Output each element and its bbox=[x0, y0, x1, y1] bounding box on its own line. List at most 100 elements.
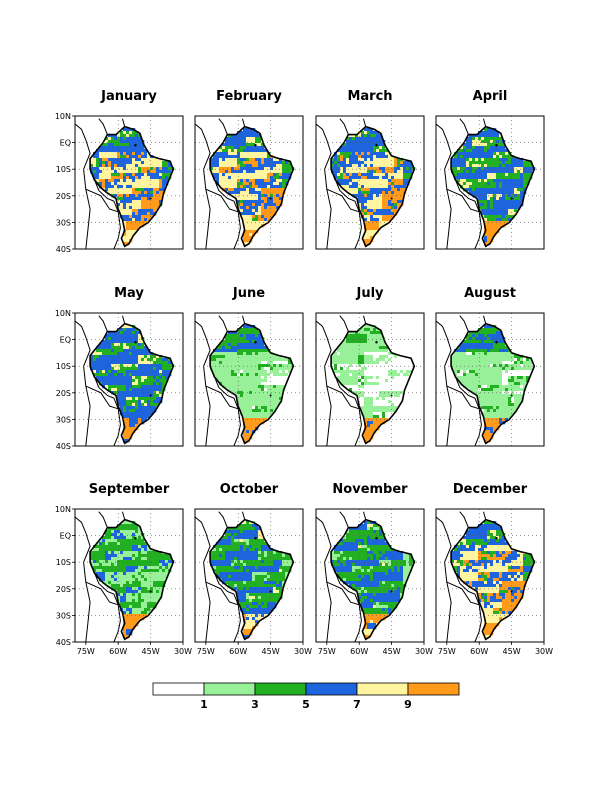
data-cell bbox=[394, 173, 398, 177]
data-cell bbox=[385, 355, 389, 359]
data-cell bbox=[111, 137, 115, 141]
data-cell bbox=[120, 373, 124, 377]
data-cell bbox=[120, 337, 124, 341]
data-cell bbox=[517, 158, 521, 162]
data-cell bbox=[379, 209, 383, 213]
data-cell bbox=[460, 358, 464, 362]
data-cell bbox=[484, 206, 488, 210]
data-cell bbox=[355, 370, 359, 374]
data-cell bbox=[373, 343, 377, 347]
data-cell bbox=[364, 218, 368, 222]
data-cell bbox=[138, 206, 142, 210]
data-cell bbox=[484, 355, 488, 359]
data-cell bbox=[376, 385, 380, 389]
data-cell bbox=[364, 194, 368, 198]
data-cell bbox=[370, 424, 374, 428]
data-cell bbox=[364, 382, 368, 386]
data-cell bbox=[135, 176, 139, 180]
data-cell bbox=[379, 191, 383, 195]
data-cell bbox=[120, 331, 124, 335]
data-cell bbox=[496, 382, 500, 386]
data-cell bbox=[231, 373, 235, 377]
data-cell bbox=[135, 215, 139, 219]
data-cell bbox=[126, 209, 130, 213]
data-cell bbox=[382, 394, 386, 398]
data-cell bbox=[409, 358, 413, 362]
data-cell bbox=[373, 197, 377, 201]
data-cell bbox=[264, 194, 268, 198]
data-cell bbox=[126, 167, 130, 171]
data-cell bbox=[144, 179, 148, 183]
data-cell bbox=[349, 170, 353, 174]
data-cell bbox=[249, 137, 253, 141]
data-cell bbox=[243, 203, 247, 207]
data-cell bbox=[147, 548, 151, 552]
data-cell bbox=[255, 376, 259, 380]
data-cell bbox=[138, 355, 142, 359]
data-cell bbox=[361, 158, 365, 162]
data-cell bbox=[373, 358, 377, 362]
data-cell bbox=[258, 421, 262, 425]
data-cell bbox=[264, 388, 268, 392]
data-cell bbox=[373, 221, 377, 225]
data-cell bbox=[355, 176, 359, 180]
data-cell bbox=[111, 370, 115, 374]
data-cell bbox=[267, 361, 271, 365]
data-cell bbox=[132, 170, 136, 174]
data-cell bbox=[490, 179, 494, 183]
data-cell bbox=[370, 191, 374, 195]
data-cell bbox=[496, 340, 500, 344]
data-cell bbox=[490, 424, 494, 428]
data-cell bbox=[240, 182, 244, 186]
data-cell bbox=[138, 158, 142, 162]
data-cell bbox=[379, 379, 383, 383]
data-cell bbox=[481, 370, 485, 374]
data-cell bbox=[502, 412, 506, 416]
data-cell bbox=[382, 215, 386, 219]
data-cell bbox=[138, 343, 142, 347]
data-cell bbox=[141, 164, 145, 168]
data-cell bbox=[234, 382, 238, 386]
data-cell bbox=[141, 367, 145, 371]
data-cell bbox=[400, 379, 404, 383]
data-cell bbox=[352, 388, 356, 392]
data-cell bbox=[496, 188, 500, 192]
data-cell bbox=[135, 194, 139, 198]
data-cell bbox=[132, 361, 136, 365]
data-cell bbox=[114, 373, 118, 377]
data-cell bbox=[243, 403, 247, 407]
data-cell bbox=[261, 343, 265, 347]
data-cell bbox=[123, 376, 127, 380]
data-cell bbox=[243, 394, 247, 398]
data-cell bbox=[484, 191, 488, 195]
data-cell bbox=[358, 137, 362, 141]
data-cell bbox=[490, 230, 494, 234]
data-cell bbox=[484, 221, 488, 225]
data-cell bbox=[150, 182, 154, 186]
data-cell bbox=[361, 206, 365, 210]
data-cell bbox=[108, 536, 112, 540]
data-cell bbox=[282, 385, 286, 389]
data-cell bbox=[373, 230, 377, 234]
data-cell bbox=[481, 197, 485, 201]
data-cell bbox=[475, 158, 479, 162]
data-cell bbox=[364, 128, 368, 132]
data-cell bbox=[114, 143, 118, 147]
data-cell bbox=[120, 379, 124, 383]
data-cell bbox=[340, 173, 344, 177]
data-cell bbox=[469, 370, 473, 374]
data-cell bbox=[219, 176, 223, 180]
data-cell bbox=[358, 185, 362, 189]
data-cell bbox=[349, 385, 353, 389]
data-cell bbox=[126, 397, 130, 401]
data-cell bbox=[403, 376, 407, 380]
data-cell bbox=[508, 364, 512, 368]
data-cell bbox=[99, 146, 103, 150]
data-cell bbox=[481, 203, 485, 207]
data-cell bbox=[451, 364, 455, 368]
data-cell bbox=[264, 385, 268, 389]
data-cell bbox=[111, 188, 115, 192]
data-cell bbox=[505, 179, 509, 183]
data-cell bbox=[105, 530, 109, 534]
data-cell bbox=[505, 164, 509, 168]
